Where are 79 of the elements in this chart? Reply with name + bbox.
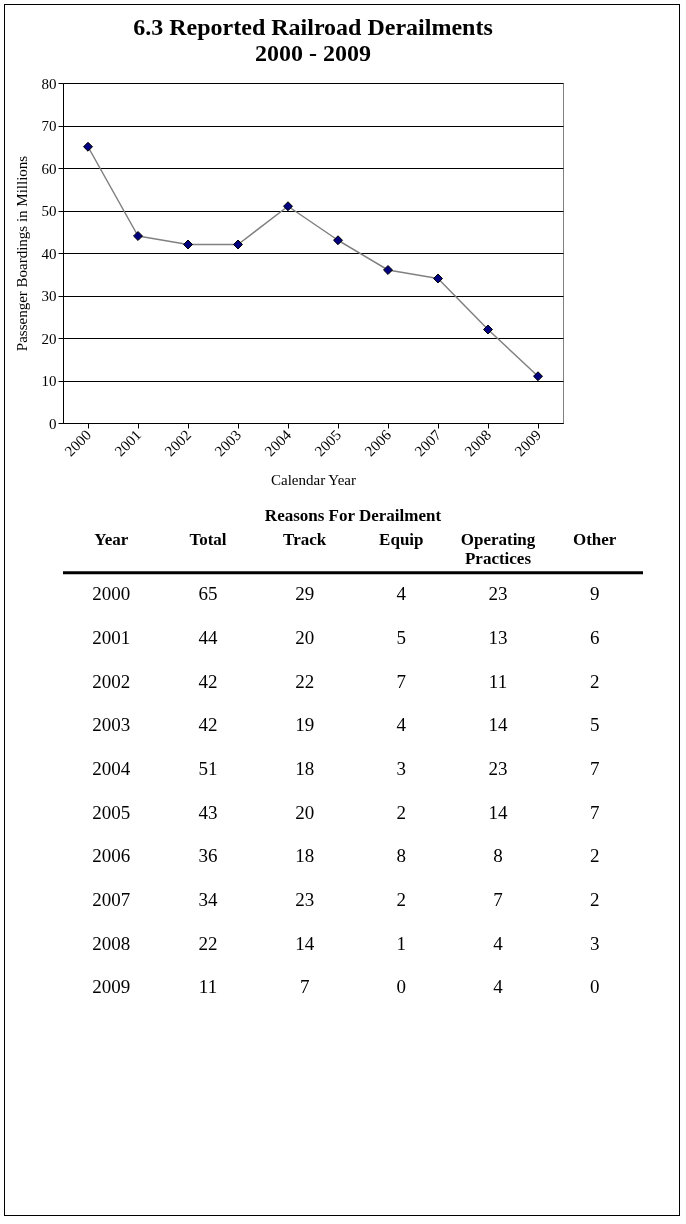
data-label: 6 <box>589 627 600 649</box>
data-label: 44 <box>198 627 218 649</box>
data-label: 0 <box>396 976 407 998</box>
y-tick-label: 80 <box>41 75 57 92</box>
y-tick-label: 2006 <box>92 845 131 867</box>
data-label: 20 <box>295 627 315 649</box>
y-tick-label: 2005 <box>92 801 131 823</box>
y-tick-label: 40 <box>41 245 57 262</box>
y-axis-title: Passenger Boardings in Millions <box>13 155 30 352</box>
y-tick-label: 10 <box>41 373 57 389</box>
data-label: 18 <box>295 845 315 867</box>
data-label: 36 <box>198 845 218 867</box>
x-tick-label: Equip <box>379 529 424 549</box>
data-label: 7 <box>396 670 407 692</box>
data-label: 20 <box>295 801 315 823</box>
data-label: 8 <box>493 845 503 867</box>
data-label: 3 <box>396 758 407 779</box>
data-label: 29 <box>295 583 315 605</box>
data-label: 2 <box>589 888 600 910</box>
data-label: 23 <box>488 758 508 779</box>
data-label: 4 <box>493 932 504 954</box>
data-label: 9 <box>589 583 600 605</box>
data-label: 14 <box>295 932 315 954</box>
data-label: 2 <box>589 670 600 692</box>
data-label: 14 <box>488 714 508 736</box>
y-tick-label: 20 <box>41 330 57 347</box>
data-label: 7 <box>589 801 600 823</box>
y-tick-label: 2001 <box>92 627 131 649</box>
y-tick-label: 30 <box>41 288 57 304</box>
data-label: 11 <box>198 976 218 998</box>
data-label: 2 <box>396 888 407 910</box>
y-tick-label: 70 <box>41 118 57 134</box>
data-label: 19 <box>295 714 315 736</box>
data-label: 43 <box>198 801 218 823</box>
y-tick-label: 2007 <box>92 888 131 910</box>
data-label: 4 <box>396 714 407 736</box>
y-tick-label: 2008 <box>92 932 131 954</box>
data-label: 0 <box>589 976 600 998</box>
x-tick-label: Total <box>189 529 227 549</box>
data-label: 7 <box>589 758 600 779</box>
data-label: 1 <box>396 932 407 954</box>
y-tick-label: 2000 <box>92 583 131 605</box>
data-label: 4 <box>396 583 407 605</box>
x-axis-title: Calendar Year <box>271 472 356 489</box>
data-label: 34 <box>198 888 218 910</box>
data-label: 51 <box>198 758 218 779</box>
y-tick-label: 2002 <box>92 670 131 692</box>
data-label: 8 <box>396 845 407 867</box>
data-label: 5 <box>396 627 407 649</box>
data-label: 14 <box>488 801 508 823</box>
data-label: 23 <box>295 888 315 910</box>
data-label: 11 <box>488 670 508 692</box>
data-label: 18 <box>295 758 315 779</box>
data-label: 3 <box>589 932 600 954</box>
y-tick-label: 60 <box>41 160 57 177</box>
data-label: 65 <box>198 583 218 605</box>
x-tick-label: Other <box>572 529 617 549</box>
y-tick-label: 2009 <box>92 976 131 998</box>
chart-title: 6.3 Reported Railroad Derailments 2000 - 2009 <box>133 14 493 66</box>
data-label: 22 <box>198 932 218 954</box>
data-label: 23 <box>488 583 508 605</box>
y-tick-label: 0 <box>49 415 57 432</box>
data-label: 2 <box>589 845 600 867</box>
y-tick-label: 2003 <box>92 714 131 736</box>
data-label: 42 <box>198 670 218 692</box>
data-label: 7 <box>493 888 503 910</box>
y-tick-label: 50 <box>41 203 57 219</box>
data-label: 5 <box>589 714 600 736</box>
x-tick-label: Operating Practices <box>460 529 536 568</box>
chart-title: Reasons For Derailment <box>264 506 442 525</box>
data-label: 22 <box>295 670 315 692</box>
data-label: 42 <box>198 714 218 736</box>
data-label: 13 <box>488 627 508 649</box>
x-tick-label: Track <box>283 529 327 549</box>
data-label: 7 <box>299 976 310 998</box>
data-label: 2 <box>396 801 407 823</box>
y-tick-label: 2004 <box>92 758 131 779</box>
data-label: 4 <box>493 976 504 998</box>
y-axis-title: Year <box>94 529 129 549</box>
